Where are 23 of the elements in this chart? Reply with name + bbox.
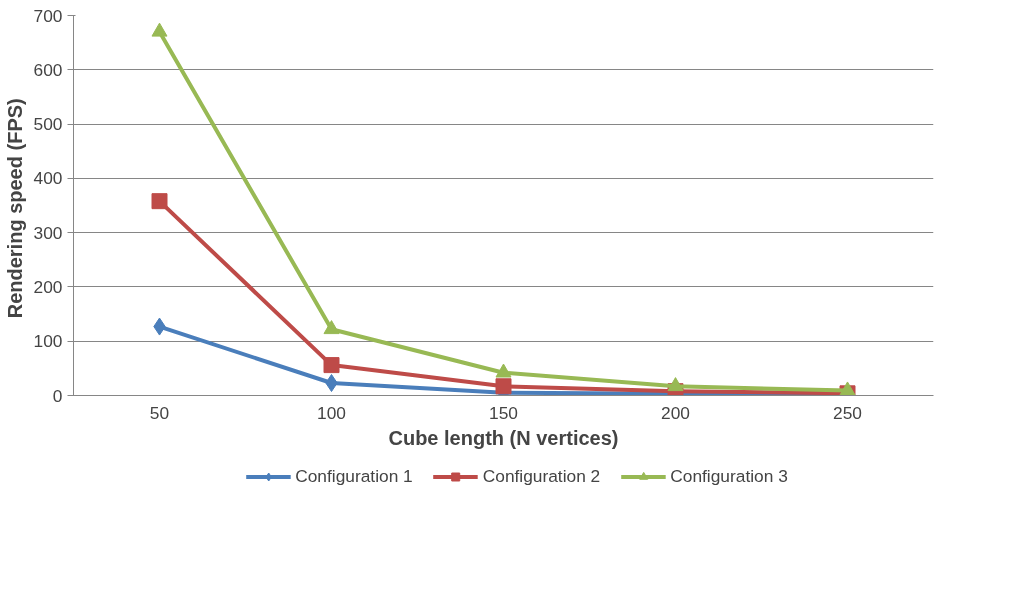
y-tick-label: 100 <box>33 331 63 352</box>
y-tick-label: 300 <box>33 222 63 243</box>
x-tick-label: 50 <box>149 402 170 423</box>
legend-label: Configuration 2 <box>482 465 601 487</box>
point <box>667 377 684 392</box>
legend-label: Configuration 1 <box>295 465 413 487</box>
x-tick-label: 250 <box>833 402 862 423</box>
y-tick-label: 500 <box>33 114 63 135</box>
point <box>323 320 340 335</box>
point <box>839 381 856 396</box>
y-tick-label: 0 <box>52 385 63 406</box>
y-axis-title: Rendering speed (FPS) <box>3 98 26 319</box>
legend-label: Configuration 3 <box>670 465 788 487</box>
y-tick-label: 700 <box>33 5 63 26</box>
x-tick-label: 150 <box>489 402 518 423</box>
x-tick-label: 200 <box>661 402 690 423</box>
y-tick-label: 200 <box>33 276 63 297</box>
y-tick-label: 600 <box>33 59 63 80</box>
point <box>151 22 168 37</box>
y-tick-label: 400 <box>33 168 63 189</box>
x-axis-title: Cube length (N vertices) <box>388 426 619 449</box>
x-tick-label: 100 <box>317 402 346 423</box>
point <box>495 363 512 378</box>
